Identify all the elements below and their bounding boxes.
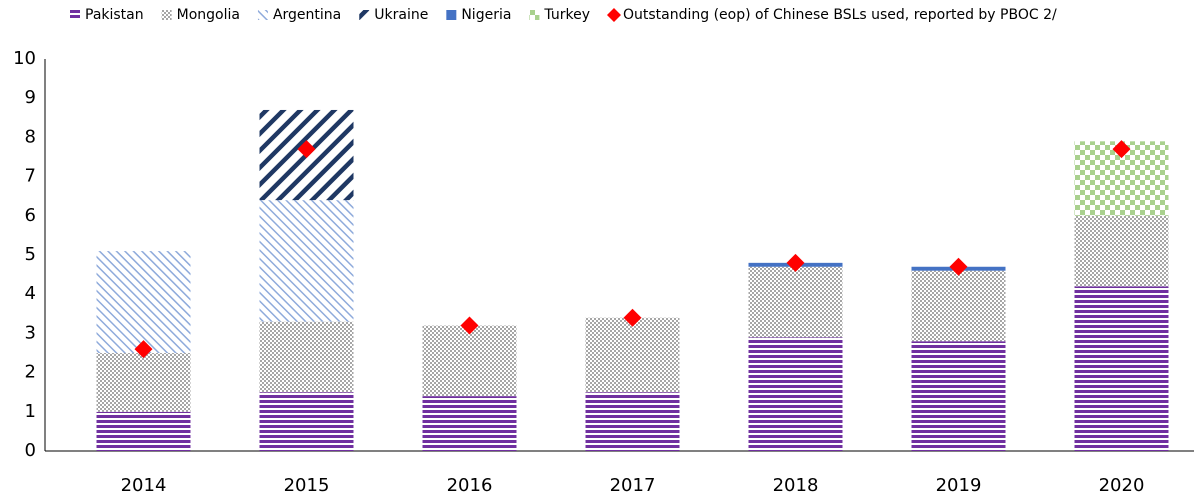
- bar-segment: [1074, 286, 1169, 451]
- x-tick-label: 2019: [936, 475, 982, 496]
- diamond-marker: [460, 316, 479, 335]
- legend-swatch: [446, 10, 457, 20]
- bar-segment: [585, 392, 680, 451]
- x-tick-label: 2018: [773, 475, 819, 496]
- bar-segment: [1074, 215, 1169, 287]
- y-tick-label: 8: [25, 126, 36, 147]
- y-tick-label: 4: [25, 283, 36, 304]
- legend-label: Argentina: [273, 7, 341, 23]
- y-tick-label: 10: [13, 48, 36, 69]
- legend-label: Ukraine: [374, 7, 428, 23]
- legend-swatch: [70, 10, 80, 20]
- y-tick-label: 6: [25, 205, 36, 226]
- legend-label: Turkey: [543, 7, 590, 23]
- legend-swatch: [161, 10, 172, 20]
- diamond-marker: [786, 253, 805, 272]
- bar-segment: [422, 396, 517, 451]
- y-tick-label: 1: [25, 401, 36, 422]
- x-tick-label: 2017: [610, 475, 656, 496]
- y-tick-label: 9: [25, 87, 36, 108]
- y-tick-label: 7: [25, 166, 36, 187]
- bar-segment: [259, 321, 354, 393]
- bar-segment: [911, 270, 1006, 342]
- diamond-marker: [949, 257, 968, 276]
- legend-label: Outstanding (eop) of Chinese BSLs used, …: [623, 7, 1057, 23]
- bar-segment: [259, 200, 354, 322]
- bar-segment: [911, 341, 1006, 451]
- legend-swatch: [359, 10, 370, 20]
- bar-segment: [585, 317, 680, 393]
- y-tick-label: 5: [25, 244, 36, 265]
- x-tick-label: 2016: [447, 475, 493, 496]
- legend-marker: [606, 8, 621, 22]
- diamond-marker: [297, 140, 316, 159]
- x-tick-label: 2015: [284, 475, 330, 496]
- legend-label: Mongolia: [177, 7, 240, 23]
- bar-segment: [748, 337, 843, 451]
- legend-label: Pakistan: [85, 7, 144, 23]
- x-tick-label: 2020: [1099, 475, 1145, 496]
- bar-segment: [96, 353, 191, 412]
- x-tick-label: 2014: [121, 475, 167, 496]
- bar-segment: [422, 325, 517, 397]
- y-tick-label: 0: [25, 440, 36, 461]
- diamond-marker: [623, 308, 642, 327]
- bar-segment: [259, 392, 354, 451]
- diamond-marker: [134, 340, 153, 359]
- bar-segment: [748, 266, 843, 338]
- legend-swatch: [257, 10, 268, 20]
- bar-segment: [96, 411, 191, 451]
- bar-segment: [96, 251, 191, 353]
- y-tick-label: 3: [25, 322, 36, 343]
- legend-swatch: [529, 10, 540, 20]
- legend-label: Nigeria: [461, 7, 511, 23]
- y-tick-label: 2: [25, 362, 36, 383]
- diamond-marker: [1112, 140, 1131, 159]
